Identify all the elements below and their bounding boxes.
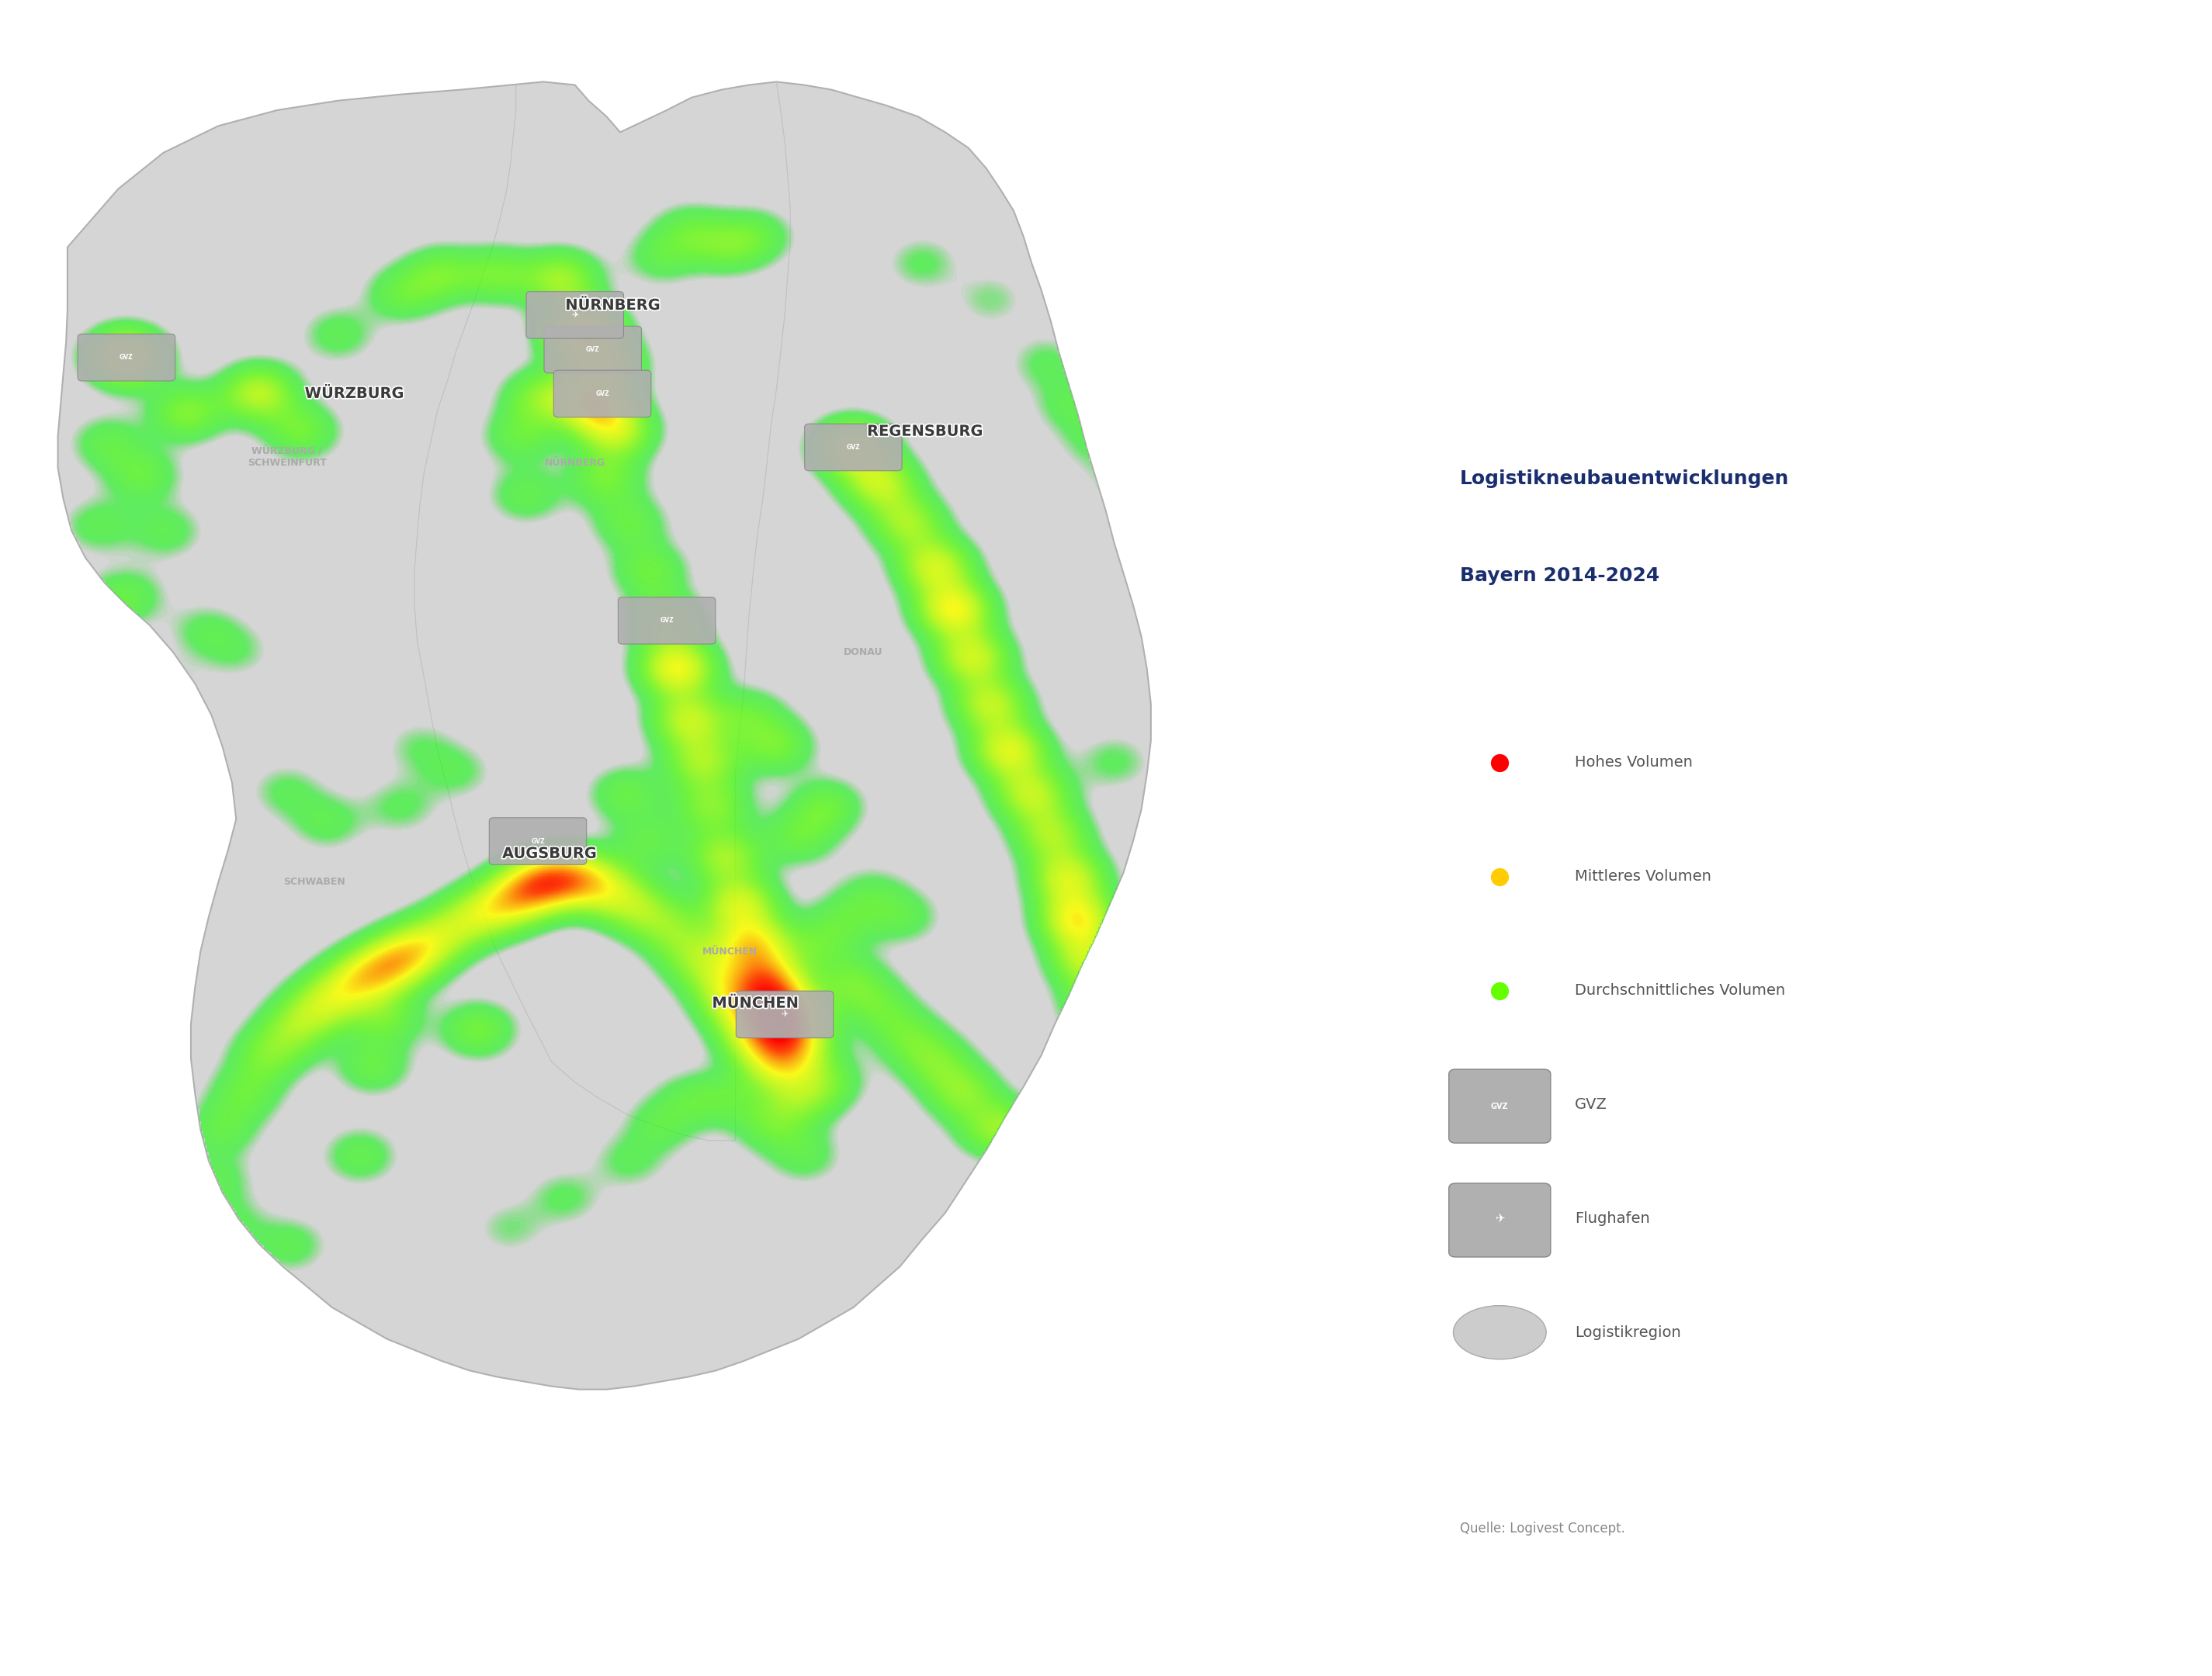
- Text: Quelle: Logivest Concept.: Quelle: Logivest Concept.: [1460, 1522, 1626, 1535]
- Point: [1482, 749, 1517, 776]
- Text: GVZ: GVZ: [1575, 1098, 1608, 1111]
- Text: Mittleres Volumen: Mittleres Volumen: [1575, 870, 1712, 883]
- Text: Logistikneubauentwicklungen: Logistikneubauentwicklungen: [1460, 469, 1790, 488]
- FancyBboxPatch shape: [489, 818, 586, 865]
- Text: Bayern 2014-2024: Bayern 2014-2024: [1460, 566, 1659, 585]
- Point: [1482, 863, 1517, 890]
- Text: DONAU: DONAU: [843, 647, 883, 657]
- Text: NÜRNBERG: NÜRNBERG: [566, 298, 659, 313]
- Text: MÜNCHEN: MÜNCHEN: [712, 996, 799, 1011]
- FancyBboxPatch shape: [553, 370, 650, 417]
- Text: GVZ: GVZ: [586, 347, 599, 354]
- Text: GVZ: GVZ: [659, 617, 675, 623]
- FancyBboxPatch shape: [805, 424, 902, 471]
- Text: GVZ: GVZ: [847, 444, 860, 451]
- Text: GVZ: GVZ: [119, 354, 133, 360]
- Text: GVZ: GVZ: [1491, 1103, 1509, 1110]
- Text: WÜRZBURG: WÜRZBURG: [305, 387, 405, 401]
- FancyBboxPatch shape: [77, 334, 175, 380]
- Text: Hohes Volumen: Hohes Volumen: [1575, 756, 1692, 769]
- Text: AUGSBURG: AUGSBURG: [502, 846, 597, 861]
- FancyBboxPatch shape: [617, 597, 714, 644]
- FancyBboxPatch shape: [526, 292, 624, 339]
- Text: NÜRNBERG: NÜRNBERG: [544, 458, 606, 468]
- Polygon shape: [58, 82, 1150, 1389]
- Text: SCHWABEN: SCHWABEN: [283, 877, 345, 887]
- Text: WÜRZBURG /
SCHWEINFURT: WÜRZBURG / SCHWEINFURT: [248, 446, 327, 468]
- FancyBboxPatch shape: [544, 327, 641, 374]
- Text: GVZ: GVZ: [595, 391, 608, 397]
- Text: MÜNCHEN: MÜNCHEN: [701, 947, 757, 957]
- Text: GVZ: GVZ: [531, 838, 544, 845]
- Text: ✈: ✈: [781, 1011, 787, 1019]
- Text: Flughafen: Flughafen: [1575, 1212, 1650, 1225]
- Text: REGENSBURG: REGENSBURG: [867, 424, 982, 439]
- Text: Logistikregion: Logistikregion: [1575, 1326, 1681, 1339]
- Ellipse shape: [1453, 1306, 1546, 1359]
- Point: [1482, 977, 1517, 1004]
- FancyBboxPatch shape: [1449, 1183, 1551, 1257]
- Text: Durchschnittliches Volumen: Durchschnittliches Volumen: [1575, 984, 1785, 997]
- FancyBboxPatch shape: [737, 991, 834, 1037]
- FancyBboxPatch shape: [1449, 1069, 1551, 1143]
- Text: ✈: ✈: [1495, 1213, 1504, 1223]
- Text: ✈: ✈: [571, 312, 580, 318]
